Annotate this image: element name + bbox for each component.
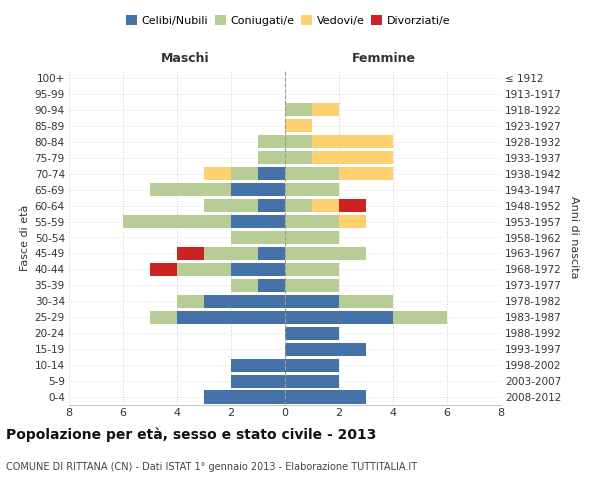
Bar (204, 247, 258, 260)
Text: COMUNE DI RITTANA (CN) - Dati ISTAT 1° gennaio 2013 - Elaborazione TUTTITALIA.IT: COMUNE DI RITTANA (CN) - Dati ISTAT 1° g… (6, 462, 417, 472)
Bar (285, 104, 312, 117)
Bar (285, 120, 312, 132)
Bar (258, 279, 285, 292)
Bar (285, 199, 312, 212)
Bar (150, 263, 177, 276)
Bar (285, 167, 339, 180)
Bar (285, 326, 339, 340)
Bar (123, 215, 231, 228)
Bar (204, 199, 258, 212)
Bar (312, 135, 393, 148)
Legend: Celibi/Nubili, Coniugati/e, Vedovi/e, Divorziati/e: Celibi/Nubili, Coniugati/e, Vedovi/e, Di… (121, 10, 455, 30)
Bar (339, 295, 393, 308)
Bar (150, 183, 231, 196)
Bar (285, 342, 366, 355)
Bar (339, 215, 366, 228)
Bar (231, 263, 285, 276)
Bar (258, 247, 285, 260)
Bar (177, 247, 204, 260)
Bar (285, 374, 339, 388)
Bar (231, 279, 258, 292)
Bar (285, 310, 393, 324)
Bar (231, 231, 285, 244)
Bar (285, 263, 339, 276)
Bar (177, 310, 285, 324)
Bar (177, 263, 231, 276)
Bar (339, 199, 366, 212)
Bar (285, 151, 312, 164)
Bar (204, 390, 285, 404)
Text: Popolazione per età, sesso e stato civile - 2013: Popolazione per età, sesso e stato civil… (6, 428, 376, 442)
Bar (177, 295, 204, 308)
Bar (231, 358, 285, 372)
Bar (393, 310, 447, 324)
Bar (258, 151, 285, 164)
Bar (312, 151, 393, 164)
Bar (231, 167, 258, 180)
Bar (285, 231, 339, 244)
Text: Femmine: Femmine (352, 52, 416, 65)
Bar (231, 215, 285, 228)
Bar (285, 135, 312, 148)
Bar (231, 374, 285, 388)
Bar (312, 104, 339, 117)
Bar (258, 199, 285, 212)
Bar (231, 183, 285, 196)
Bar (285, 183, 339, 196)
Bar (285, 215, 339, 228)
Bar (285, 279, 339, 292)
Bar (204, 167, 231, 180)
Bar (150, 310, 177, 324)
Bar (312, 199, 339, 212)
Bar (258, 135, 285, 148)
Text: Maschi: Maschi (161, 52, 210, 65)
Bar (258, 167, 285, 180)
Bar (339, 167, 393, 180)
Bar (285, 295, 339, 308)
Bar (285, 358, 339, 372)
Bar (204, 295, 285, 308)
Y-axis label: Anni di nascita: Anni di nascita (569, 196, 578, 279)
Y-axis label: Fasce di età: Fasce di età (20, 204, 31, 270)
Bar (285, 390, 366, 404)
Bar (285, 247, 366, 260)
